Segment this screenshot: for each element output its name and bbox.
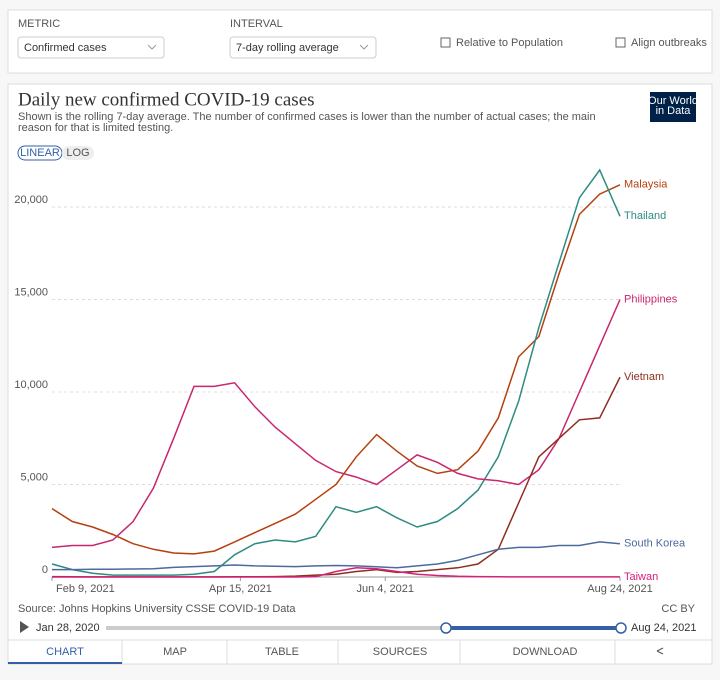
checkbox[interactable] bbox=[615, 37, 626, 48]
share-icon[interactable] bbox=[656, 647, 664, 655]
subtitle-line: Shown is the rolling 7-day average. The … bbox=[18, 111, 596, 123]
checkbox[interactable] bbox=[440, 37, 451, 48]
log-label[interactable]: LOG bbox=[66, 147, 89, 159]
relative-option[interactable]: Relative to Population bbox=[456, 37, 563, 49]
metric-select[interactable] bbox=[17, 36, 165, 59]
metric-value[interactable]: Confirmed cases bbox=[24, 42, 107, 54]
tab[interactable]: TABLE bbox=[265, 646, 299, 658]
play-button[interactable] bbox=[20, 621, 29, 633]
subtitle-line: reason for that is limited testing. bbox=[18, 122, 173, 134]
series-line bbox=[52, 541, 621, 571]
align-option[interactable]: Align outbreaks bbox=[631, 37, 707, 49]
x-tick-label: Aug 24, 2021 bbox=[587, 583, 652, 595]
series-line bbox=[51, 168, 621, 576]
x-tick-label: Jun 4, 2021 bbox=[357, 583, 415, 595]
tab[interactable]: SOURCES bbox=[373, 646, 427, 658]
chart-title: Daily new confirmed COVID-19 cases bbox=[18, 89, 315, 110]
interval-label: INTERVAL bbox=[230, 18, 283, 30]
tab[interactable]: MAP bbox=[163, 646, 187, 658]
license: CC BY bbox=[661, 603, 695, 615]
timeline-start: Jan 28, 2020 bbox=[36, 622, 100, 634]
logo-text: in Data bbox=[656, 105, 692, 117]
metric-label: METRIC bbox=[18, 18, 60, 30]
timeline-track bbox=[106, 626, 621, 630]
series-label: Vietnam bbox=[624, 371, 664, 383]
linear-label[interactable]: LINEAR bbox=[20, 147, 60, 159]
y-tick-label: 5,000 bbox=[20, 471, 48, 483]
chevron bbox=[359, 44, 369, 50]
x-tick-label: Feb 9, 2021 bbox=[56, 583, 115, 595]
y-tick-label: 15,000 bbox=[14, 286, 48, 298]
logo[interactable] bbox=[650, 92, 696, 122]
log-button[interactable] bbox=[62, 146, 94, 160]
series-line bbox=[51, 184, 621, 555]
timeline-handle[interactable] bbox=[615, 622, 627, 634]
timeline-range bbox=[446, 626, 621, 630]
series-line bbox=[51, 299, 621, 549]
timeline-end: Aug 24, 2021 bbox=[631, 622, 696, 634]
series-label: South Korea bbox=[624, 538, 686, 550]
series-label: Philippines bbox=[624, 293, 678, 305]
chevron bbox=[147, 44, 157, 50]
logo-text: Our World bbox=[648, 95, 698, 107]
tab[interactable]: DOWNLOAD bbox=[513, 646, 578, 658]
y-tick-label: 20,000 bbox=[14, 194, 48, 206]
source: Source: Johns Hopkins University CSSE CO… bbox=[18, 603, 296, 615]
y-tick-label: 0 bbox=[42, 564, 48, 576]
y-tick-label: 10,000 bbox=[14, 379, 48, 391]
series-label: Thailand bbox=[624, 210, 666, 222]
interval-value[interactable]: 7-day rolling average bbox=[236, 42, 339, 54]
interval-select[interactable] bbox=[229, 36, 377, 59]
tab[interactable]: CHART bbox=[46, 646, 84, 658]
x-tick-label: Apr 15, 2021 bbox=[209, 583, 272, 595]
series-label: Malaysia bbox=[624, 179, 668, 191]
timeline-handle[interactable] bbox=[440, 622, 452, 634]
series-line bbox=[52, 567, 620, 578]
series-label: Taiwan bbox=[624, 571, 658, 583]
